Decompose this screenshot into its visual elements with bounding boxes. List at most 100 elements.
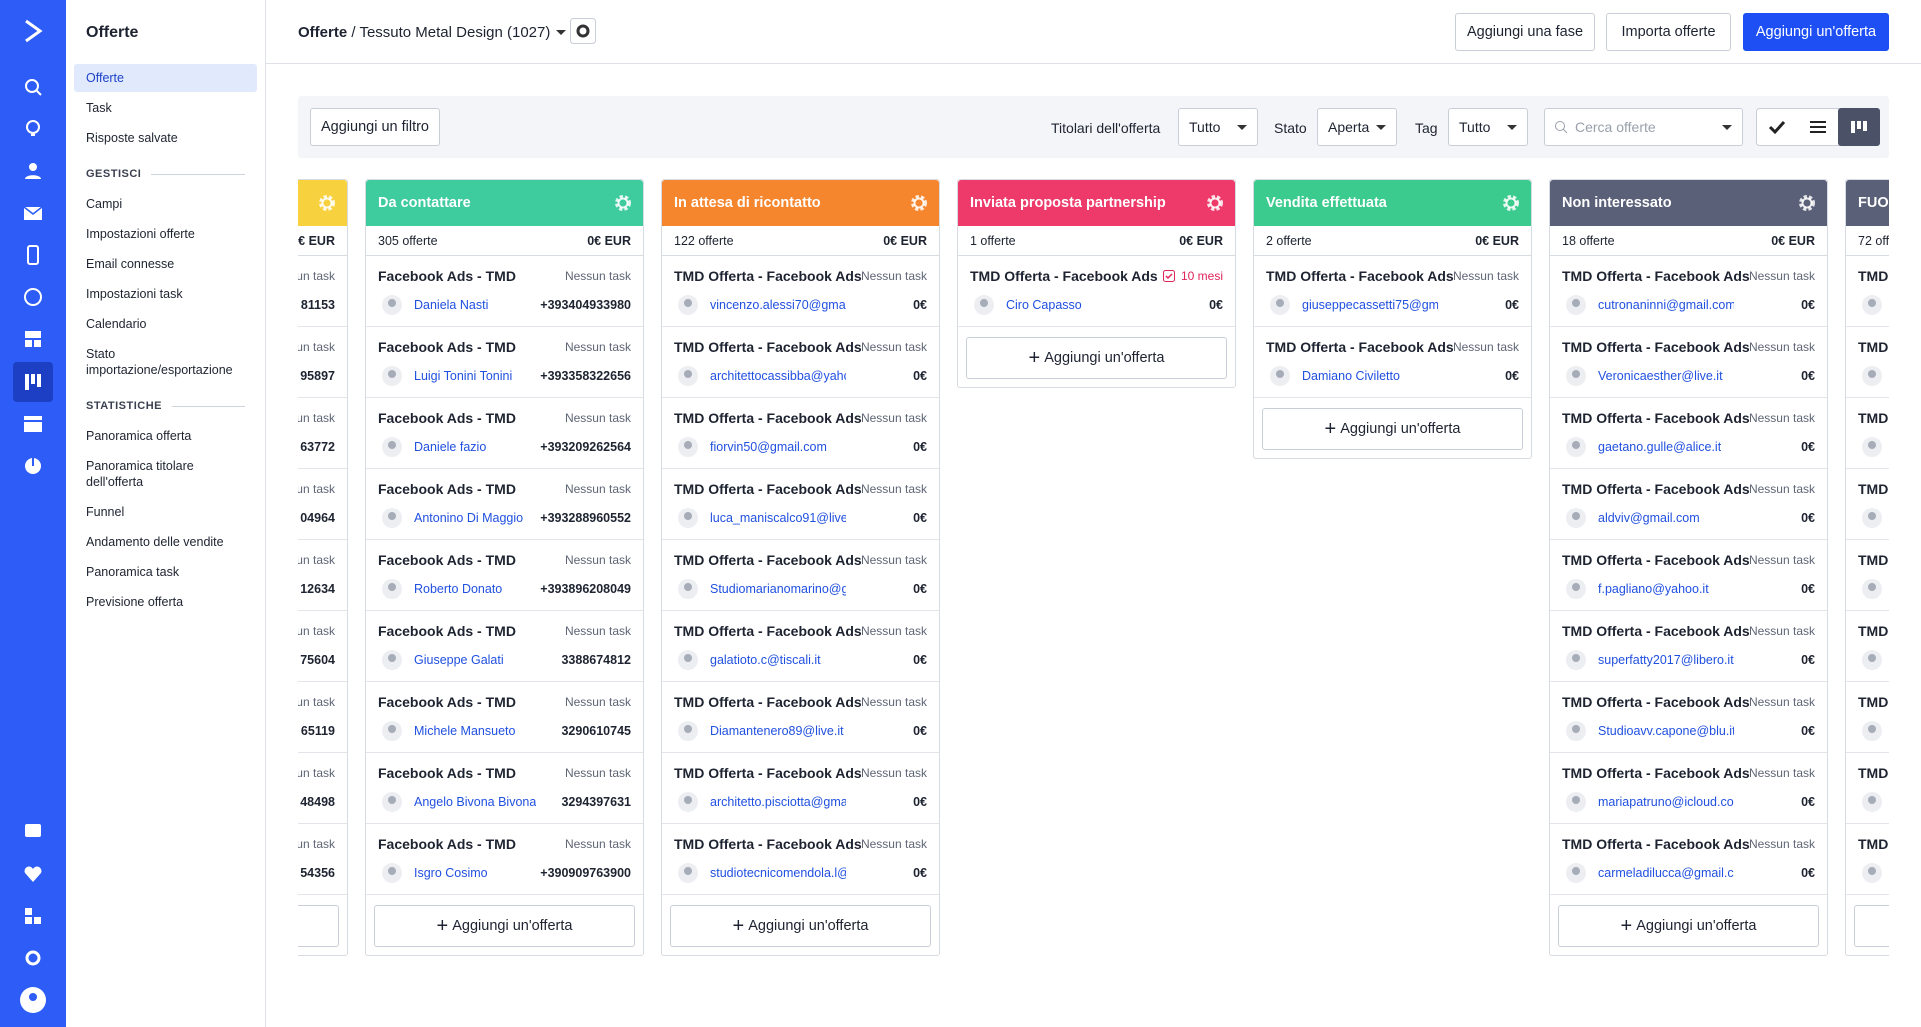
deal-card[interactable]: TMD Offerta - Facebook Ads Nessun task car… bbox=[1550, 824, 1827, 895]
deal-card[interactable]: Facebook Ads - TMD Nessun task Angelo Bivo… bbox=[366, 753, 643, 824]
contact-name[interactable]: Luigi Tonini Tonini bbox=[414, 369, 513, 383]
settings-icon[interactable] bbox=[21, 946, 45, 970]
stage-settings[interactable] bbox=[613, 193, 633, 213]
heart-icon[interactable] bbox=[21, 862, 45, 886]
deal-card[interactable]: TMD Offerta - Facebook Ads Nessun task ald… bbox=[1550, 469, 1827, 540]
contact-name[interactable]: Angelo Bivona Bivona bbox=[414, 795, 537, 809]
status-select[interactable]: Aperta bbox=[1317, 108, 1397, 146]
reports-icon[interactable] bbox=[21, 454, 45, 478]
contact-name[interactable]: Studiomarianomarino@g bbox=[710, 582, 846, 596]
pipeline-settings[interactable] bbox=[570, 18, 596, 44]
deal-card[interactable]: TMD bbox=[1846, 469, 1889, 540]
add-deal-button[interactable]: + Aggiungi un'offerta bbox=[1558, 905, 1819, 947]
email-icon[interactable] bbox=[21, 201, 45, 225]
nav-item[interactable]: Risposte salvate bbox=[86, 131, 178, 145]
deal-card[interactable]: TMD Offerta - Facebook Ads Nessun task arc… bbox=[662, 327, 939, 398]
deal-card[interactable]: Facebook Ads - TMD Nessun task Roberto Don… bbox=[366, 540, 643, 611]
campaigns-icon[interactable] bbox=[21, 412, 45, 436]
deal-card[interactable]: TMD Offerta - Facebook Ads 10 mesi Ciro Ca… bbox=[958, 256, 1235, 327]
contact-name[interactable]: vincenzo.alessi70@gmail bbox=[710, 298, 846, 312]
deal-card[interactable]: un task 12634 bbox=[298, 540, 347, 611]
deal-card[interactable]: TMD Offerta - Facebook Ads Nessun task gal… bbox=[662, 611, 939, 682]
nav-item[interactable]: Impostazioni task bbox=[86, 287, 183, 301]
breadcrumb-root[interactable]: Offerte bbox=[298, 24, 348, 41]
deal-card[interactable]: TMD Offerta - Facebook Ads Nessun task sup… bbox=[1550, 611, 1827, 682]
view-toggle[interactable] bbox=[1756, 108, 1880, 146]
nav-item[interactable]: Previsione offerta bbox=[86, 595, 184, 609]
deal-card[interactable]: un task 75604 bbox=[298, 611, 347, 682]
deal-card[interactable]: TMD Offerta - Facebook Ads Nessun task cut… bbox=[1550, 256, 1827, 327]
contact-name[interactable]: architettocassibba@yahc bbox=[710, 369, 846, 383]
deal-card[interactable]: un task 04964 bbox=[298, 469, 347, 540]
nav-item[interactable]: Email connesse bbox=[86, 257, 175, 271]
contact-name[interactable]: architetto.pisciotta@gma bbox=[710, 795, 846, 809]
nav-item[interactable]: Panoramica offerta bbox=[86, 429, 192, 443]
contact-name[interactable]: cutronaninni@gmail.com bbox=[1598, 298, 1734, 312]
stage-settings[interactable] bbox=[317, 193, 337, 213]
chat-icon[interactable] bbox=[21, 820, 45, 844]
deal-card[interactable]: TMD Offerta - Facebook Ads Nessun task luc… bbox=[662, 469, 939, 540]
deal-card[interactable]: un task 48498 bbox=[298, 753, 347, 824]
deal-card[interactable]: TMD bbox=[1846, 256, 1889, 327]
deal-card[interactable]: TMD bbox=[1846, 682, 1889, 753]
search-input[interactable]: Cerca offerte bbox=[1544, 108, 1743, 146]
deal-card[interactable]: un task 81153 bbox=[298, 256, 347, 327]
deal-card[interactable]: TMD Offerta - Facebook Ads Nessun task Stu… bbox=[1550, 682, 1827, 753]
tag-select[interactable]: Tutto bbox=[1448, 108, 1528, 146]
deal-card[interactable]: TMD bbox=[1846, 753, 1889, 824]
contact-name[interactable]: superfatty2017@libero.it bbox=[1598, 653, 1734, 667]
add-deal-button[interactable]: + Aggiungi un'offerta bbox=[1262, 408, 1523, 450]
contact-name[interactable]: Isgro Cosimo bbox=[414, 866, 488, 880]
deal-card[interactable]: TMD Offerta - Facebook Ads Nessun task Stu… bbox=[662, 540, 939, 611]
add-filter-button[interactable]: Aggiungi un filtro bbox=[310, 108, 440, 146]
deal-card[interactable]: TMD Offerta - Facebook Ads Nessun task vin… bbox=[662, 256, 939, 327]
contact-name[interactable]: Antonino Di Maggio bbox=[414, 511, 524, 525]
whatsapp-icon[interactable] bbox=[21, 285, 45, 309]
avatar-icon[interactable] bbox=[19, 986, 47, 1014]
deal-card[interactable]: TMD bbox=[1846, 540, 1889, 611]
nav-item[interactable]: Funnel bbox=[86, 505, 125, 519]
contact-name[interactable]: carmeladilucca@gmail.cc bbox=[1598, 866, 1734, 880]
deal-card[interactable]: TMD Offerta - Facebook Ads Nessun task arc… bbox=[662, 753, 939, 824]
deal-card[interactable]: Facebook Ads - TMD Nessun task Giuseppe Ga… bbox=[366, 611, 643, 682]
deal-card[interactable]: un task 95897 bbox=[298, 327, 347, 398]
contacts-icon[interactable] bbox=[21, 159, 45, 183]
deal-card[interactable]: TMD Offerta - Facebook Ads Nessun task Dia… bbox=[662, 682, 939, 753]
deal-card[interactable]: TMD bbox=[1846, 398, 1889, 469]
deal-card[interactable]: TMD bbox=[1846, 611, 1889, 682]
apps-icon[interactable] bbox=[21, 904, 45, 928]
contact-name[interactable]: Studioavv.capone@blu.it bbox=[1598, 724, 1734, 738]
deal-card[interactable]: Facebook Ads - TMD Nessun task Luigi Tonin… bbox=[366, 327, 643, 398]
contact-name[interactable]: galatioto.c@tiscali.it bbox=[710, 653, 821, 667]
contact-name[interactable]: Diamantenero89@live.it bbox=[710, 724, 844, 738]
nav-item[interactable]: Calendario bbox=[86, 317, 147, 331]
ideas-icon[interactable] bbox=[21, 117, 45, 141]
deal-card[interactable]: TMD Offerta - Facebook Ads Nessun task giu… bbox=[1254, 256, 1531, 327]
nav-item[interactable]: Panoramica task bbox=[86, 565, 180, 579]
stage-settings[interactable] bbox=[1797, 193, 1817, 213]
add-deal-button[interactable] bbox=[1854, 905, 1889, 947]
nav-item[interactable]: Offerte bbox=[74, 64, 257, 92]
deal-card[interactable]: un task 54356 bbox=[298, 824, 347, 895]
nav-item[interactable]: Andamento delle vendite bbox=[86, 535, 224, 549]
contact-name[interactable]: Damiano Civiletto bbox=[1302, 369, 1400, 383]
nav-item[interactable]: Impostazioni offerte bbox=[86, 227, 195, 241]
contact-name[interactable]: mariapatruno@icloud.co bbox=[1598, 795, 1734, 809]
contact-name[interactable]: Daniela Nasti bbox=[414, 298, 489, 312]
deal-card[interactable]: TMD Offerta - Facebook Ads Nessun task mar… bbox=[1550, 753, 1827, 824]
sms-icon[interactable] bbox=[21, 243, 45, 267]
deals-icon[interactable] bbox=[21, 370, 45, 394]
deal-card[interactable]: TMD Offerta - Facebook Ads Nessun task fio… bbox=[662, 398, 939, 469]
add-stage-button[interactable]: Aggiungi una fase bbox=[1455, 13, 1595, 51]
deal-card[interactable]: TMD Offerta - Facebook Ads Nessun task Dam… bbox=[1254, 327, 1531, 398]
contact-name[interactable]: Michele Mansueto bbox=[414, 724, 516, 738]
site-icon[interactable] bbox=[21, 327, 45, 351]
nav-item[interactable]: Campi bbox=[86, 197, 123, 211]
nav-item[interactable]: Stato importazione/esportazione bbox=[86, 347, 233, 377]
search-icon[interactable] bbox=[21, 75, 45, 99]
owner-select[interactable]: Tutto bbox=[1178, 108, 1258, 146]
deal-card[interactable]: Facebook Ads - TMD Nessun task Daniela Nas… bbox=[366, 256, 643, 327]
nav-item[interactable]: Panoramica titolare dell'offerta bbox=[86, 459, 194, 489]
contact-name[interactable]: luca_maniscalco91@live bbox=[710, 511, 846, 525]
nav-item[interactable]: Task bbox=[86, 101, 112, 115]
